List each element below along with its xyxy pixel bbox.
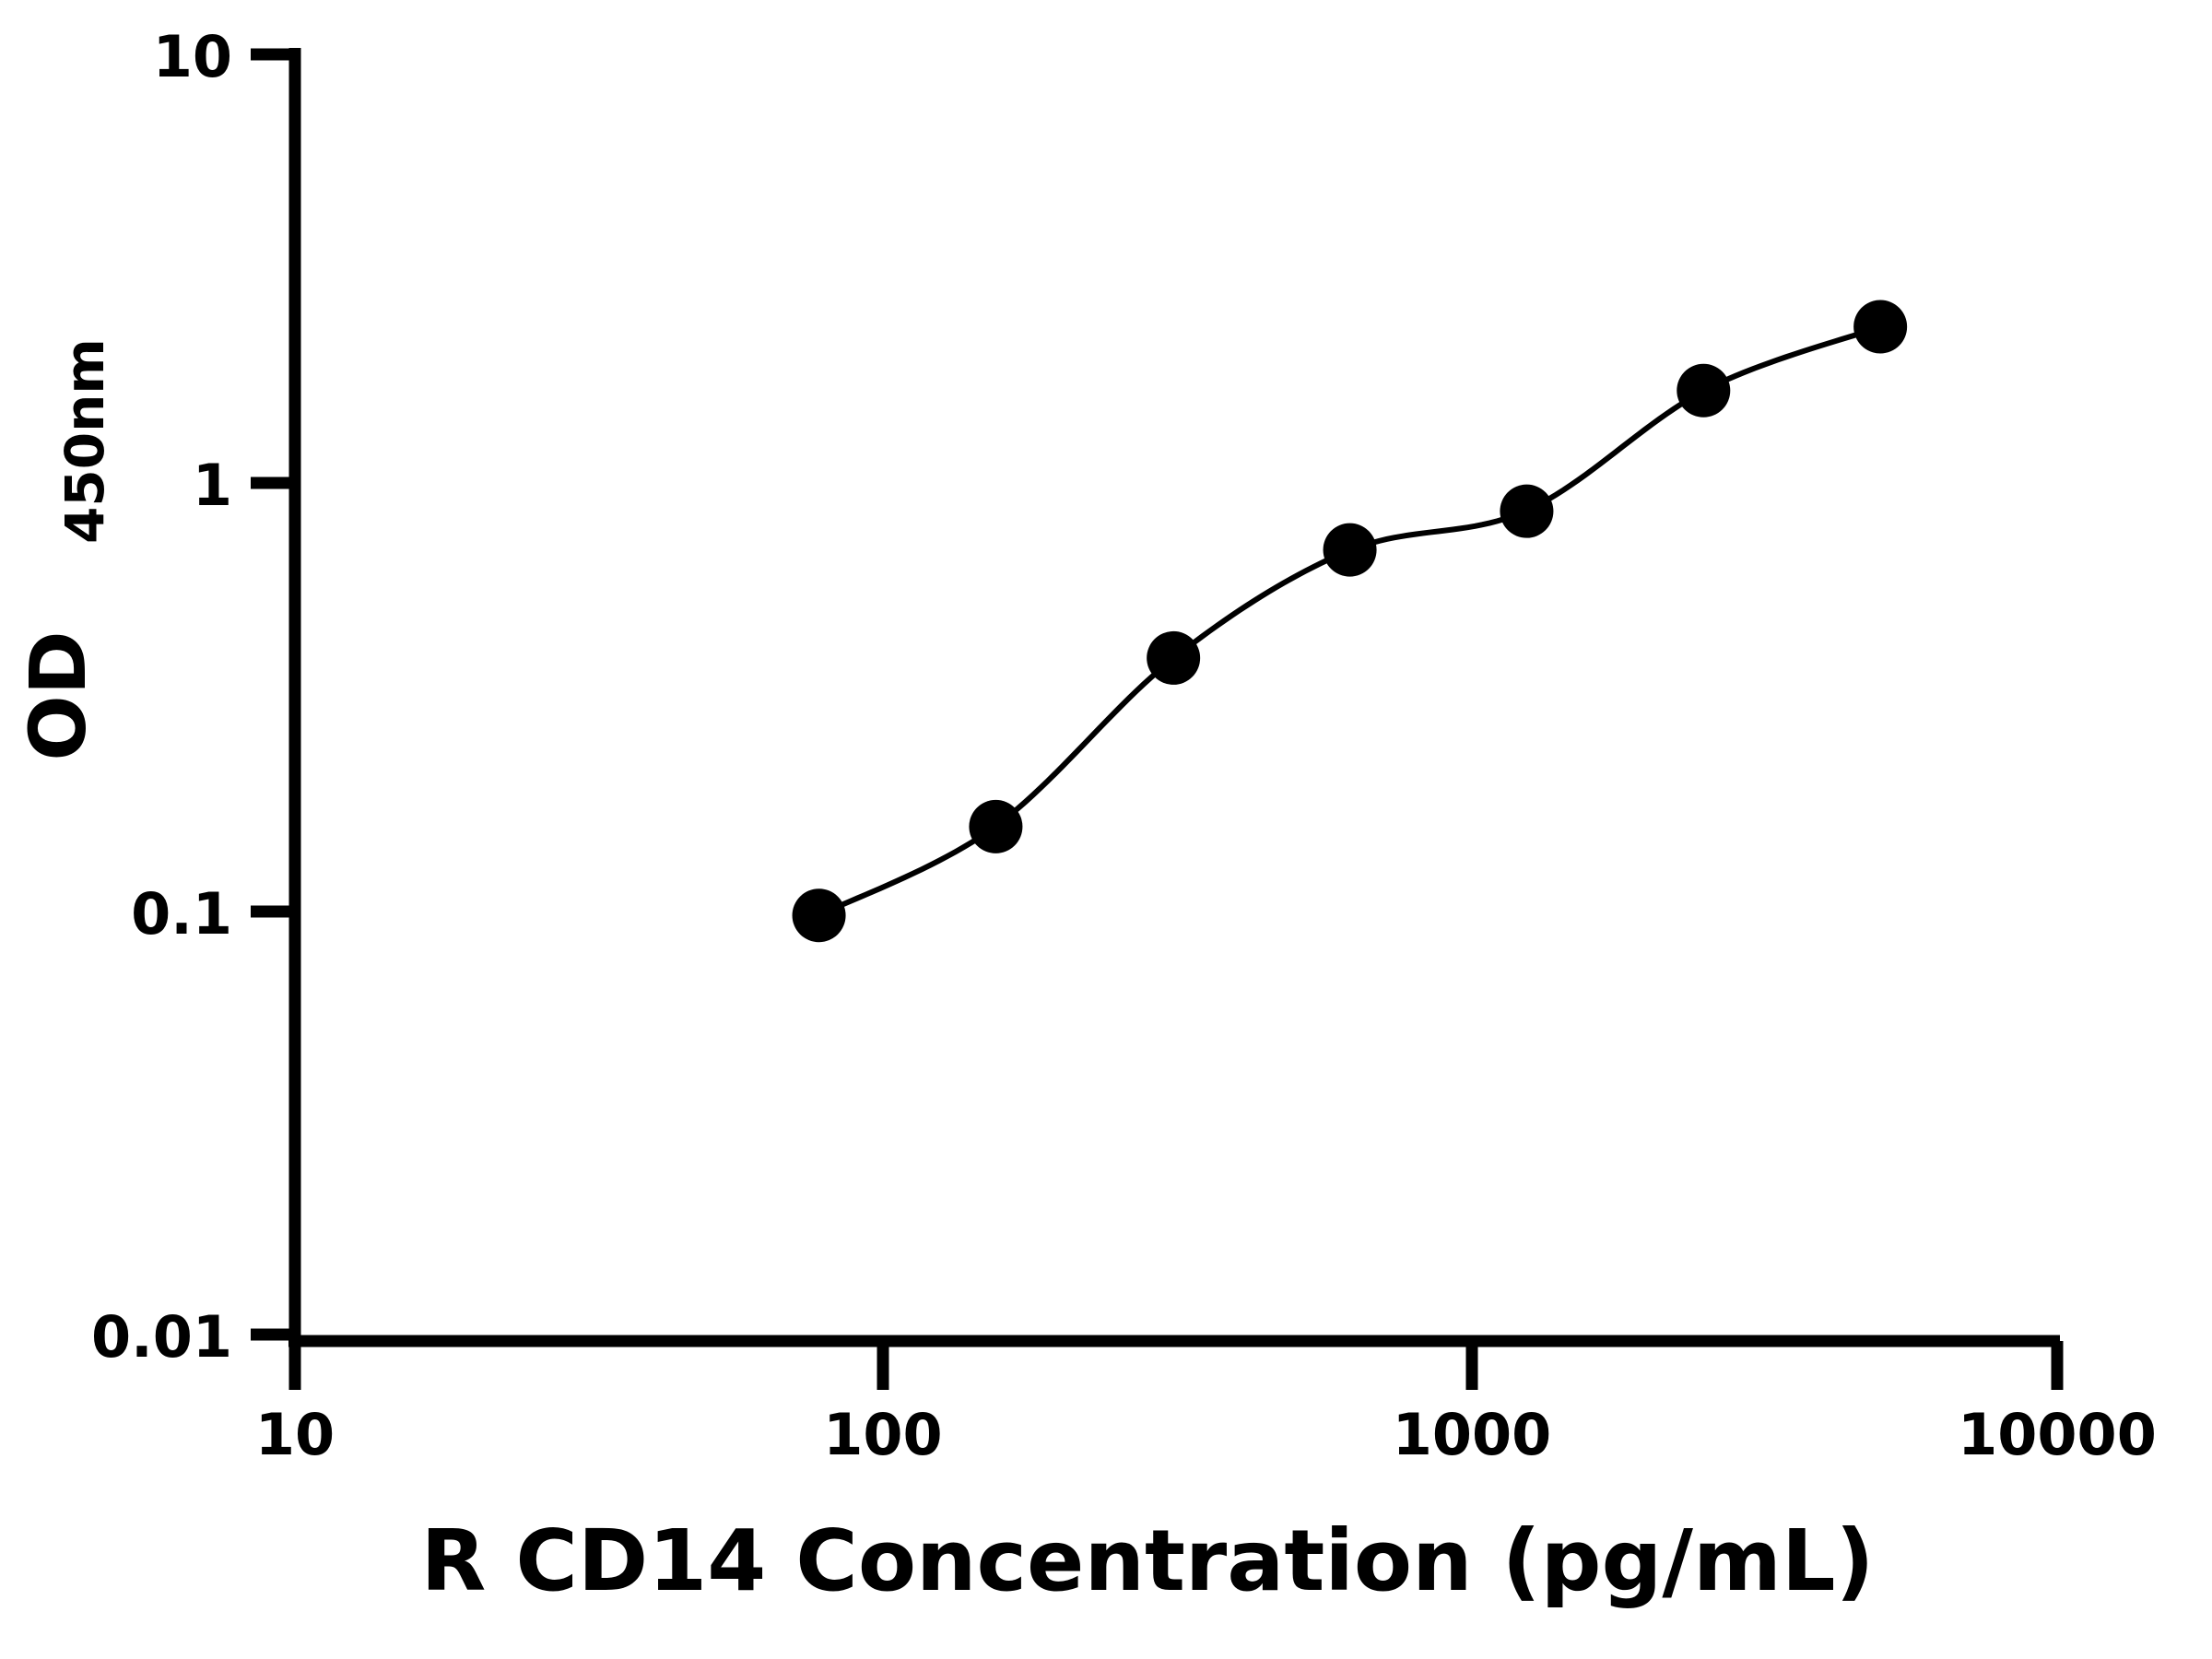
y-tick-label-0-01: 0.01 (91, 1303, 232, 1371)
data-point-marker (1500, 484, 1554, 538)
y-axis-title-main: OD (13, 630, 103, 760)
x-tick-label-1000: 1000 (1393, 1401, 1552, 1468)
data-point-marker (1323, 523, 1377, 577)
y-tick-label-0-1: 0.1 (131, 880, 232, 947)
data-point-marker (1147, 630, 1201, 685)
y-tick-label-10: 10 (153, 23, 232, 90)
x-tick-label-100: 100 (823, 1401, 942, 1468)
data-point-group (792, 300, 1908, 943)
y-axis-title-subscript-group: 450nm (53, 338, 116, 544)
data-point-marker (1677, 363, 1731, 418)
y-axis-title-subscript: 450nm (53, 338, 116, 544)
data-point-marker (792, 888, 846, 943)
x-tick-label-10: 10 (255, 1401, 335, 1468)
x-axis-title: R CD14 Concentration (pg/mL) (420, 1512, 1874, 1610)
y-axis-title: OD (13, 630, 103, 760)
data-point-marker (1853, 300, 1908, 354)
x-tick-label-10000: 10000 (1958, 1401, 2157, 1468)
y-tick-label-1: 1 (193, 452, 232, 519)
data-point-marker (969, 799, 1023, 853)
